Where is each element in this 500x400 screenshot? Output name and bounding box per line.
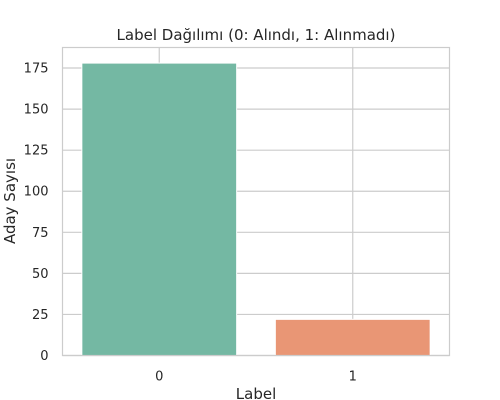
- x-tick-label: 0: [155, 370, 163, 385]
- chart-title: Label Dağılımı (0: Alındı, 1: Alınmadı): [117, 26, 396, 44]
- y-tick-label: 175: [24, 62, 49, 77]
- bars: [81, 62, 431, 356]
- y-tick-label: 0: [40, 349, 48, 364]
- y-tick-label: 75: [32, 226, 49, 241]
- y-tick-label: 100: [24, 185, 49, 200]
- bar-1: [274, 318, 431, 356]
- y-tick-labels: 0 25 50 75 100 125 150 175: [24, 62, 49, 364]
- y-tick-label: 125: [24, 144, 49, 159]
- y-tick-label: 150: [24, 103, 49, 118]
- y-tick-label: 25: [32, 308, 49, 323]
- x-tick-label: 1: [349, 370, 357, 385]
- y-tick-label: 50: [32, 267, 49, 282]
- y-axis-label: Aday Sayısı: [1, 158, 19, 244]
- plot-frame: [61, 46, 451, 357]
- bar-0: [81, 62, 238, 356]
- x-axis-label: Label: [236, 385, 276, 400]
